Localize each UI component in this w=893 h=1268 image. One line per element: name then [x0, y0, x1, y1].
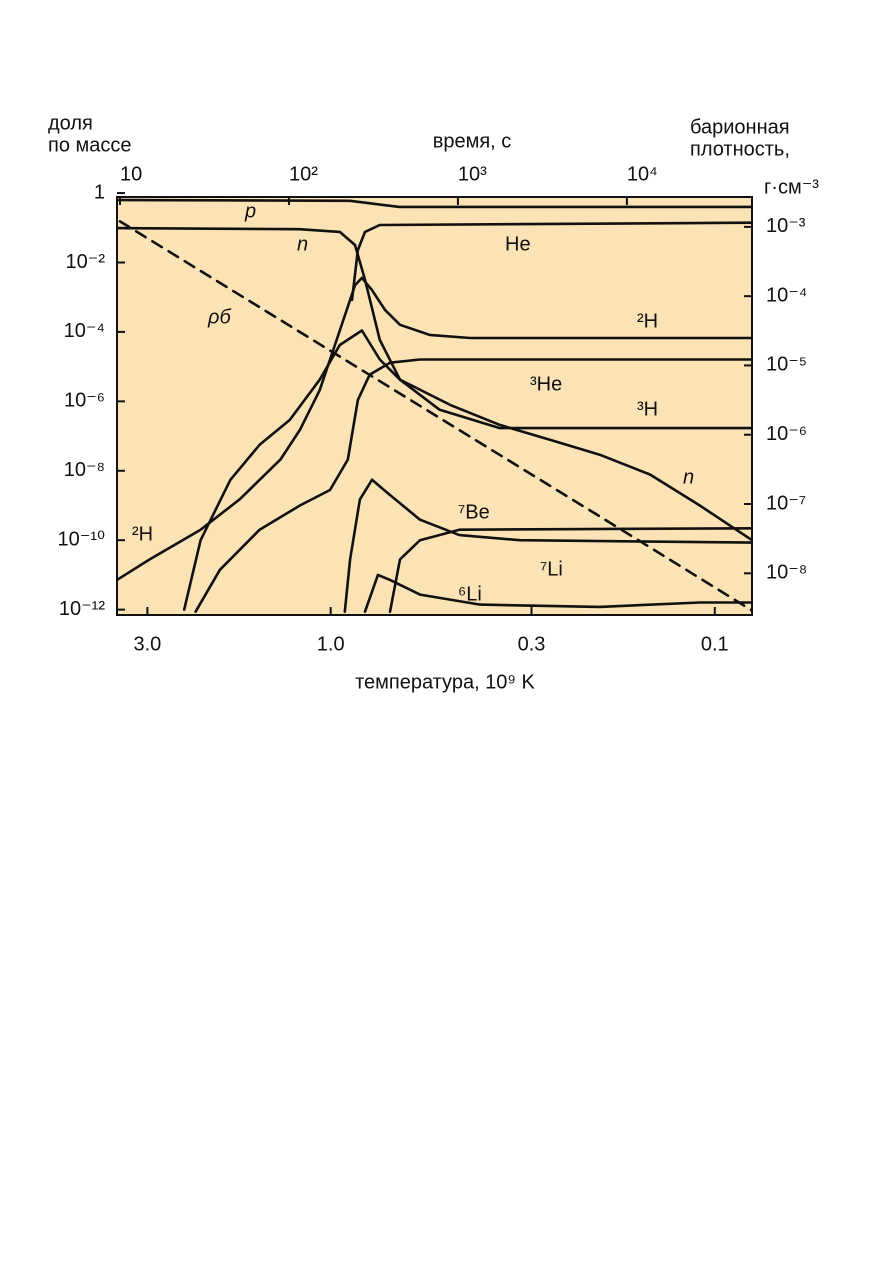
y-axis-label: по массе: [48, 134, 132, 156]
x2-tick-label: 3.0: [134, 633, 162, 655]
y-tick-label: 10⁻⁴: [64, 320, 105, 342]
series-line: [118, 220, 752, 612]
annotation: n: [683, 466, 694, 488]
y2-tick-label: 10⁻⁶: [766, 423, 807, 445]
y-tick-label: 10⁻⁸: [64, 459, 105, 481]
y-tick-label: 10⁻²: [66, 251, 106, 273]
y2-tick-label: 10⁻⁴: [766, 284, 807, 306]
series-line: [117, 198, 752, 209]
x-tick-label: 10⁴: [627, 163, 658, 185]
plot-lines: [117, 198, 752, 613]
x2-tick-label: 0.1: [701, 633, 729, 655]
y2-axis-label: барионная: [690, 116, 790, 138]
series-label: ²H: [637, 310, 658, 332]
series-label: ⁷Be: [458, 501, 490, 523]
series-line: [363, 573, 752, 613]
series-label: ⁶Li: [458, 583, 482, 605]
series-line: [194, 358, 752, 613]
x2-axis-label: температура, 10⁹ K: [355, 671, 535, 693]
series-label: ⁷Li: [540, 558, 563, 580]
y2-tick-label: 10⁻³: [766, 215, 806, 237]
y2-tick-label: 10⁻⁷: [766, 492, 806, 514]
y-tick-label: 10⁻⁶: [64, 390, 105, 412]
x-tick-label: 10: [120, 163, 142, 185]
y2-tick-label: 10⁻⁸: [766, 562, 807, 584]
series-line: [182, 329, 752, 611]
x-tick-label: 10³: [458, 163, 487, 185]
x-axis-label: время, с: [433, 130, 512, 152]
series-label: He: [505, 233, 531, 255]
series-line: [117, 276, 752, 582]
series-label: ³He: [530, 373, 562, 395]
y2-axis-label: плотность,: [690, 138, 790, 160]
y-tick-label: 1: [94, 181, 105, 203]
y-tick-label: 10⁻¹⁰: [58, 528, 105, 550]
series-line: [117, 226, 752, 542]
annotation: ²H: [132, 523, 153, 545]
y2-axis-label: г·см⁻³: [764, 176, 819, 198]
series-label: ³H: [637, 398, 658, 420]
x-tick-label: 10²: [289, 163, 318, 185]
series-line: [350, 221, 752, 302]
x2-tick-label: 1.0: [317, 633, 345, 655]
y-axis-label: доля: [48, 112, 93, 134]
series-label: p: [244, 200, 256, 222]
series-label: n: [297, 233, 308, 255]
y2-tick-label: 10⁻⁵: [766, 354, 807, 376]
series-label: ρб: [207, 306, 231, 328]
series-line: [388, 527, 752, 613]
y-tick-label: 10⁻¹²: [59, 598, 105, 620]
series-line: [343, 478, 752, 613]
x2-tick-label: 0.3: [518, 633, 546, 655]
